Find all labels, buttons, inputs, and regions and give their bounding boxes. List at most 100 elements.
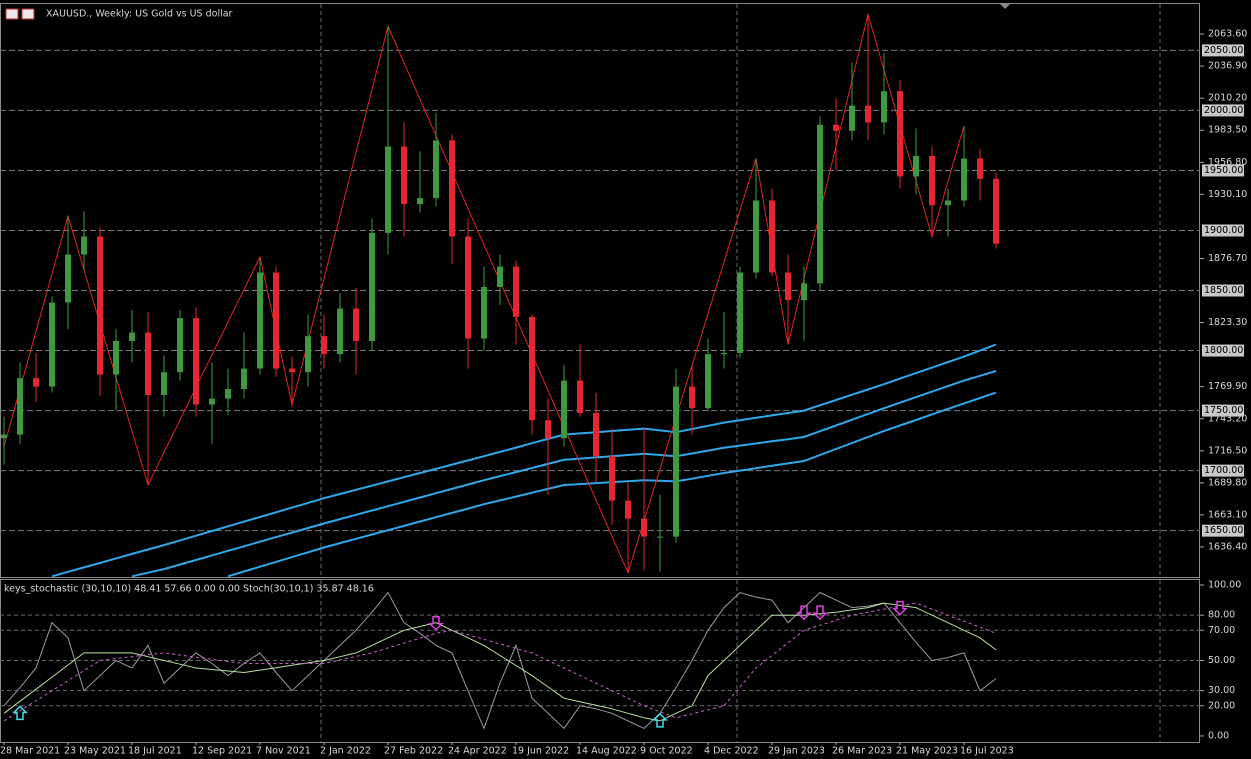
x-tick-label: 18 Jul 2021 xyxy=(128,746,182,757)
sell-arrow xyxy=(796,605,812,621)
candle-body xyxy=(289,368,295,373)
level-box xyxy=(1202,524,1244,537)
candle-body xyxy=(529,316,535,421)
candle-body xyxy=(49,302,55,387)
x-tick-label: 16 Jul 2023 xyxy=(960,746,1014,757)
candle-body xyxy=(497,266,503,287)
level-label: 1800.00 xyxy=(1204,345,1243,356)
candle-body xyxy=(753,200,759,273)
candle-body xyxy=(961,158,967,201)
candle-body xyxy=(849,105,855,131)
level-box xyxy=(1202,44,1244,57)
level-box xyxy=(1202,104,1244,117)
candle-body xyxy=(417,198,423,205)
ma-line xyxy=(131,370,997,578)
chart-title: XAUUSD., Weekly: US Gold vs US dollar xyxy=(46,9,233,20)
y-tick-label: 80.00 xyxy=(1208,610,1235,621)
level-label: 1750.00 xyxy=(1204,405,1243,416)
candle-body xyxy=(993,178,999,244)
candle-body xyxy=(545,420,551,439)
vertical-grid xyxy=(320,4,1161,742)
candle-body xyxy=(721,352,727,355)
candle-body xyxy=(561,380,567,439)
candle-body xyxy=(897,91,903,177)
x-tick-label: 24 Apr 2022 xyxy=(448,746,507,757)
candle-body xyxy=(593,412,599,457)
x-tick-label: 29 Jan 2023 xyxy=(768,746,825,757)
icon-box xyxy=(21,8,35,20)
candle-body xyxy=(689,386,695,409)
y-tick-label: 1956.80 xyxy=(1208,157,1247,168)
candle-body xyxy=(769,200,775,273)
icon-box xyxy=(5,8,19,20)
candle-body xyxy=(17,378,23,435)
stochastic-line xyxy=(3,602,997,722)
x-tick-label: 19 Jun 2022 xyxy=(512,746,569,757)
candle-body xyxy=(513,266,519,317)
stochastic-line xyxy=(3,591,997,730)
x-tick-label: 4 Dec 2022 xyxy=(704,746,759,757)
x-tick-label: 21 May 2023 xyxy=(896,746,958,757)
x-tick-label: 27 Feb 2022 xyxy=(384,746,443,757)
y-tick-label: 2010.20 xyxy=(1208,93,1247,104)
y-tick-label: 1716.50 xyxy=(1208,445,1247,456)
candle-body xyxy=(881,91,887,123)
level-box xyxy=(1202,464,1244,477)
candle-body xyxy=(977,158,983,179)
candle-body xyxy=(481,286,487,339)
candle-body xyxy=(193,318,199,405)
candle-body xyxy=(433,140,439,199)
candle-body xyxy=(801,283,807,301)
candle-body xyxy=(353,308,359,341)
candle-body xyxy=(113,340,119,375)
x-tick-label: 12 Sep 2021 xyxy=(192,746,252,757)
level-box xyxy=(1202,224,1244,237)
y-tick-label: 1983.50 xyxy=(1208,125,1247,136)
ma-line xyxy=(51,343,997,578)
stochastic-pane-border xyxy=(0,579,1200,743)
candle-body xyxy=(833,124,839,131)
level-box xyxy=(1202,344,1244,357)
level-label: 1900.00 xyxy=(1204,225,1243,236)
candle-body xyxy=(385,146,391,233)
sell-arrow xyxy=(812,605,828,621)
shift-marker xyxy=(1000,4,1010,9)
buy-arrow xyxy=(12,705,28,721)
level-label: 2000.00 xyxy=(1204,105,1243,116)
candle-body xyxy=(705,354,711,409)
y-tick-label: 2036.90 xyxy=(1208,61,1247,72)
y-tick-label: 1663.10 xyxy=(1208,509,1247,520)
sell-arrow xyxy=(892,600,908,616)
x-tick-label: 9 Oct 2022 xyxy=(640,746,693,757)
x-tick-label: 26 Mar 2023 xyxy=(832,746,892,757)
candle-body xyxy=(369,232,375,341)
y-tick-label: 1743.20 xyxy=(1208,413,1247,424)
level-box xyxy=(1202,284,1244,297)
candle-body xyxy=(673,386,679,537)
candle-body xyxy=(945,200,951,206)
x-tick-label: 28 Mar 2021 xyxy=(0,746,60,757)
candle-body xyxy=(241,368,247,389)
y-tick-label: 1930.10 xyxy=(1208,189,1247,200)
candle-body xyxy=(465,236,471,339)
level-label: 1700.00 xyxy=(1204,465,1243,476)
candle-body xyxy=(785,272,791,301)
x-tick-label: 2 Jan 2022 xyxy=(320,746,371,757)
y-tick-label: 30.00 xyxy=(1208,685,1235,696)
y-tick-label: 70.00 xyxy=(1208,625,1235,636)
candle-body xyxy=(865,105,871,123)
candle-body xyxy=(177,318,183,373)
candle-body xyxy=(33,378,39,387)
y-tick-label: 1769.90 xyxy=(1208,381,1247,392)
level-box xyxy=(1202,164,1244,177)
candle-body xyxy=(657,536,663,538)
y-tick-label: 20.00 xyxy=(1208,700,1235,711)
zigzag-line xyxy=(3,12,965,575)
y-tick-label: 50.00 xyxy=(1208,655,1235,666)
level-label: 2050.00 xyxy=(1204,45,1243,56)
y-tick-label: 100.00 xyxy=(1208,579,1241,590)
stochastic-line xyxy=(3,602,997,722)
y-tick-label: 1876.70 xyxy=(1208,253,1247,264)
level-box xyxy=(1202,404,1244,417)
